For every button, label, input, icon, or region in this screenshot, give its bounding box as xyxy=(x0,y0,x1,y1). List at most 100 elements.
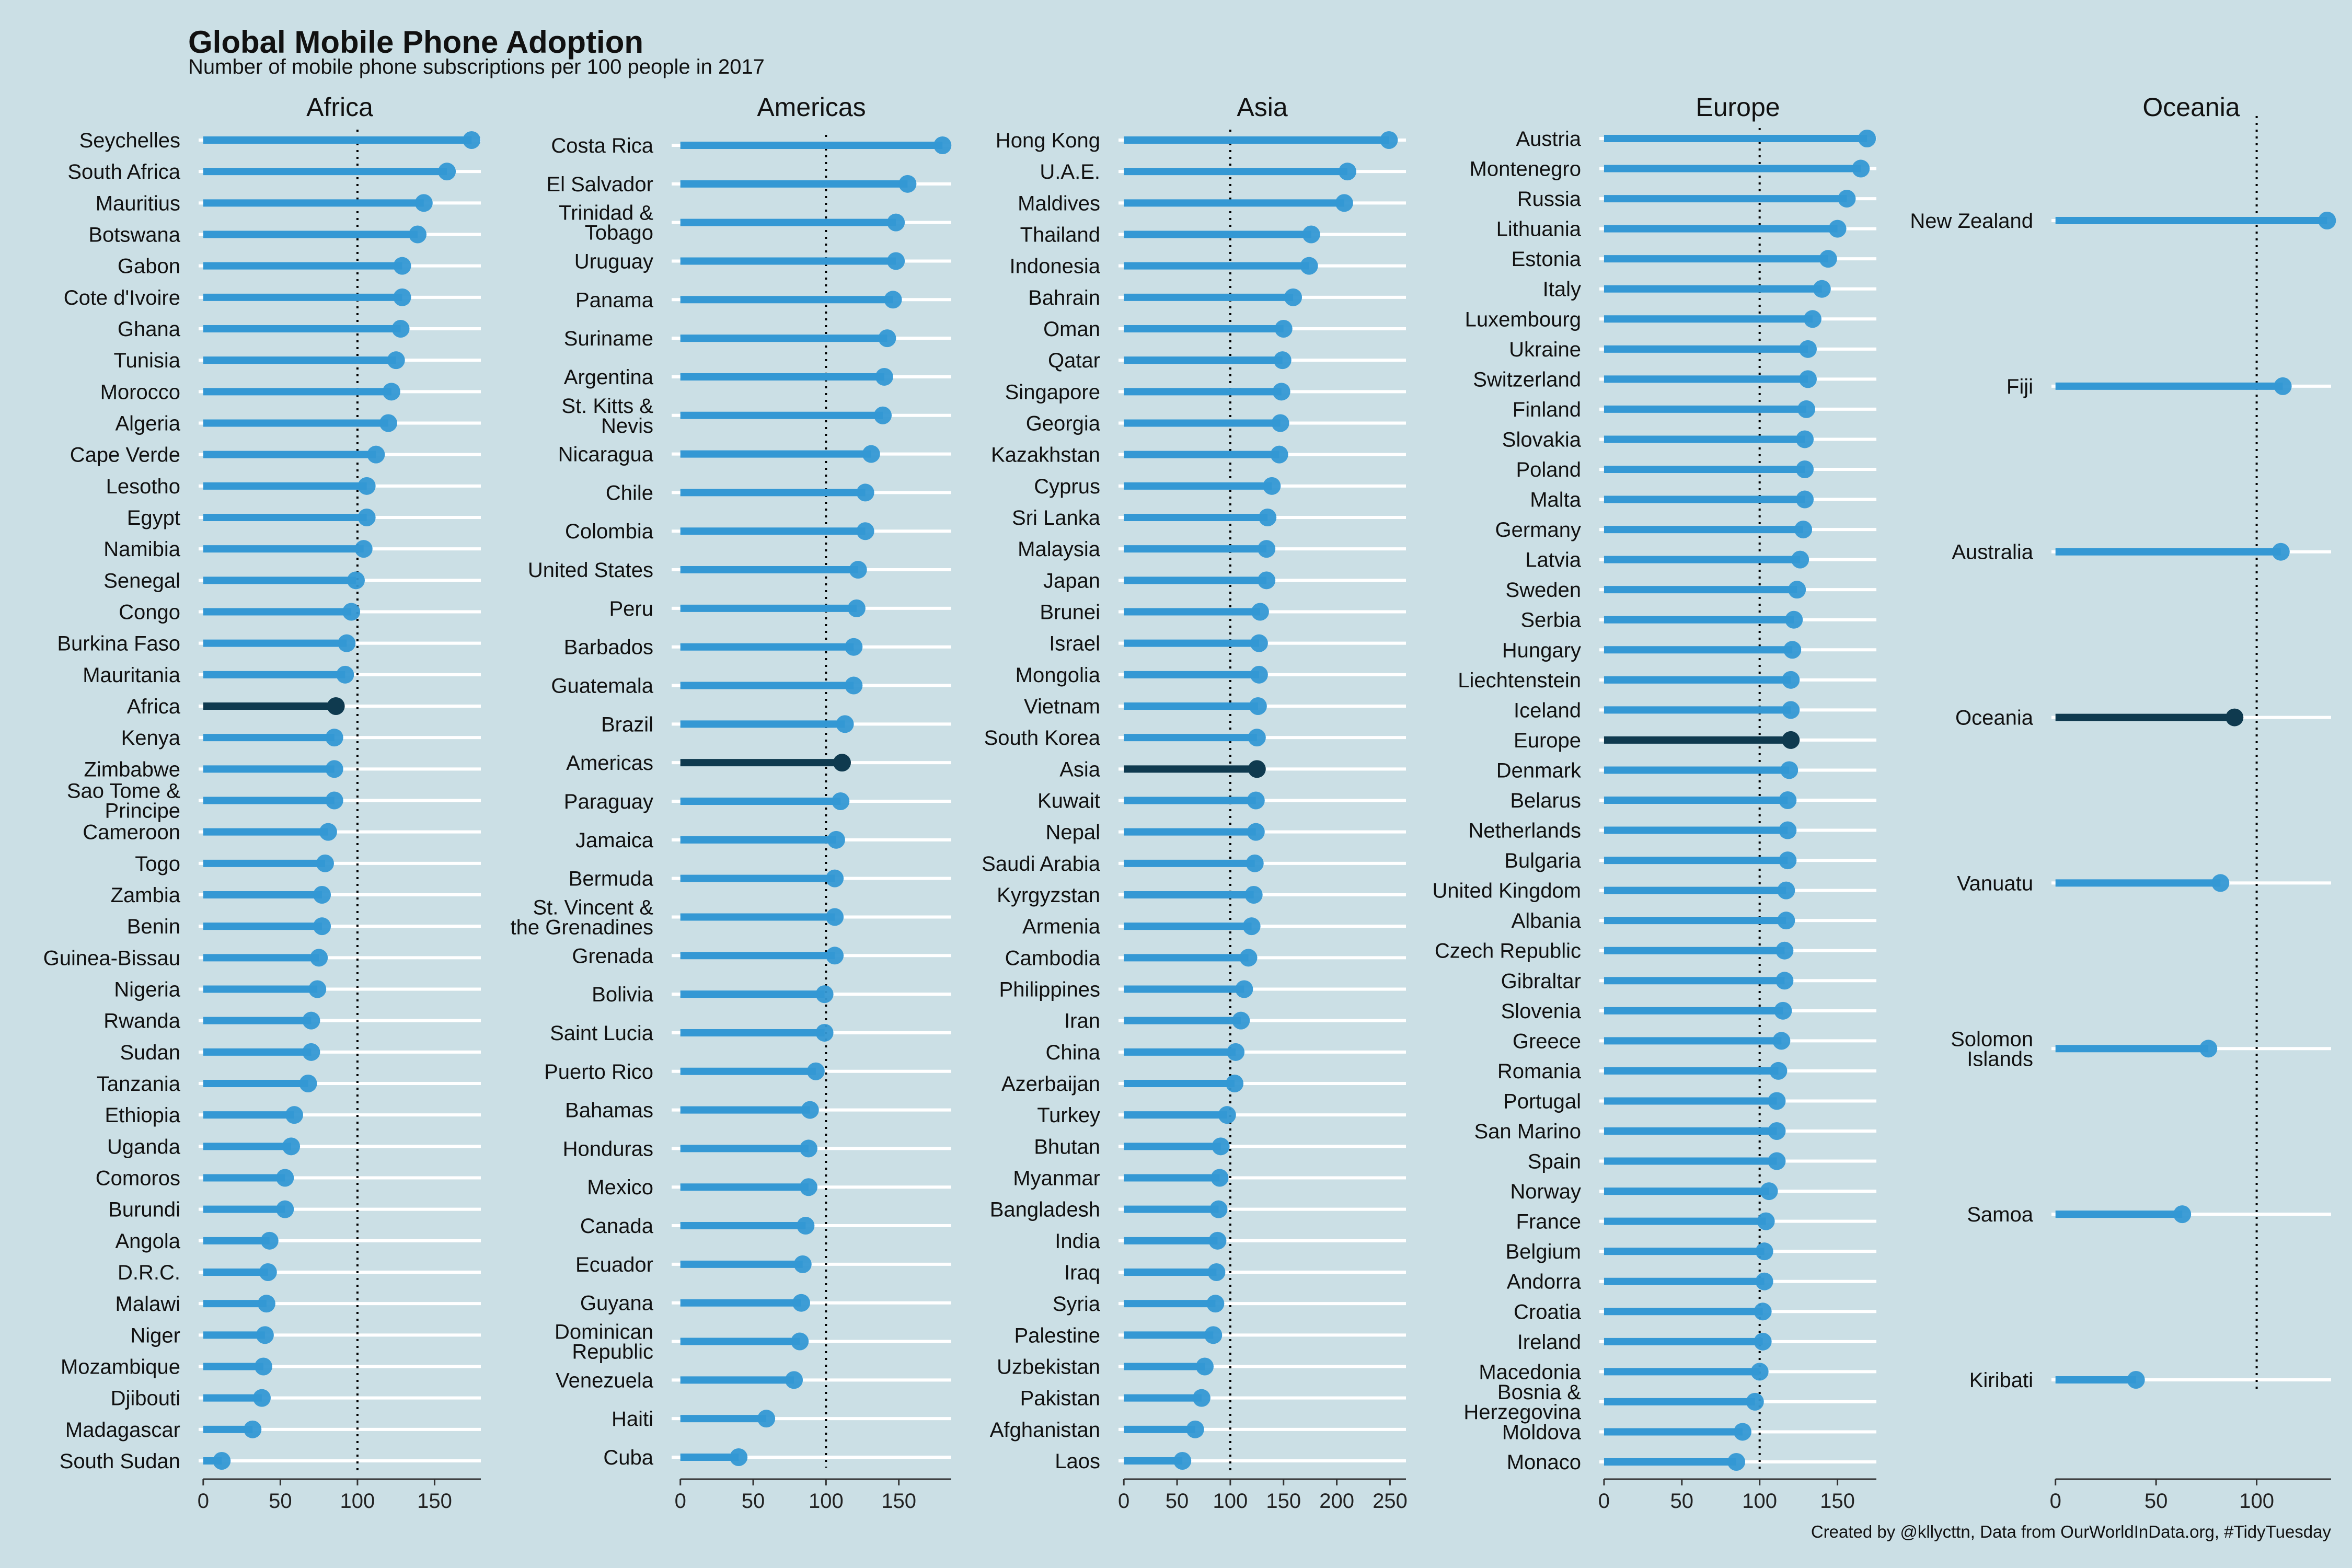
country-point xyxy=(310,949,328,967)
x-tick-label: 150 xyxy=(417,1490,452,1513)
category-label: Comoros xyxy=(96,1167,180,1190)
category-label: Niger xyxy=(130,1324,180,1347)
country-point xyxy=(2173,1205,2192,1224)
x-tick-label: 0 xyxy=(1118,1490,1129,1513)
category-label: Germany xyxy=(1495,518,1582,541)
category-label: Bosnia & Herzegovina xyxy=(1463,1381,1581,1424)
country-point xyxy=(1207,1263,1226,1281)
panel-africa: Africa Seychelles South Africa Mauritius Bot… xyxy=(43,93,481,1513)
country-point xyxy=(1769,1062,1788,1080)
country-point xyxy=(367,445,385,464)
category-label: Tanzania xyxy=(97,1073,181,1096)
country-point xyxy=(1774,1001,1792,1020)
category-label: Ecuador xyxy=(575,1253,653,1276)
category-label: Malawi xyxy=(116,1293,180,1316)
x-tick-label: 50 xyxy=(1166,1490,1189,1513)
country-point xyxy=(1746,1392,1764,1411)
category-label: Laos xyxy=(1055,1450,1100,1473)
category-label: Kyrgyzstan xyxy=(997,884,1100,907)
country-point xyxy=(354,540,373,558)
category-label: Sweden xyxy=(1505,579,1581,602)
category-label: Seychelles xyxy=(79,129,180,152)
country-point xyxy=(358,509,376,526)
category-label: Cambodia xyxy=(1005,947,1101,970)
category-label: Bahrain xyxy=(1028,286,1100,309)
country-point xyxy=(1247,823,1265,841)
category-label: St. Kitts & Nevis xyxy=(561,395,653,437)
x-tick-label: 0 xyxy=(1598,1490,1610,1513)
country-point xyxy=(1782,701,1800,719)
category-label: Turkey xyxy=(1037,1104,1100,1127)
x-tick-label: 100 xyxy=(809,1490,844,1513)
country-point xyxy=(898,175,917,193)
country-point xyxy=(1750,1363,1769,1381)
x-tick-label: 150 xyxy=(1266,1490,1301,1513)
country-point xyxy=(414,194,433,212)
country-point xyxy=(1226,1075,1244,1092)
country-point xyxy=(1797,400,1816,418)
category-label: Maldives xyxy=(1018,192,1100,215)
country-point xyxy=(878,329,896,348)
x-tick-label: 100 xyxy=(1213,1490,1248,1513)
category-label: Burundi xyxy=(108,1198,180,1221)
category-label: Lesotho xyxy=(106,475,180,498)
country-point xyxy=(1755,1242,1773,1261)
country-point xyxy=(1803,310,1821,328)
country-point xyxy=(1196,1357,1214,1376)
category-label: Portugal xyxy=(1503,1090,1581,1113)
panel-title: Africa xyxy=(306,93,373,122)
category-label: Finland xyxy=(1513,398,1581,421)
country-point xyxy=(1760,1182,1778,1201)
country-point xyxy=(849,561,867,579)
category-label: Bermuda xyxy=(569,868,654,891)
country-point xyxy=(933,136,952,154)
country-point xyxy=(1779,851,1797,870)
country-point xyxy=(1258,540,1276,558)
category-label: Samoa xyxy=(1967,1203,2033,1226)
category-label: Colombia xyxy=(565,520,654,543)
category-label: Paraguay xyxy=(564,790,653,813)
category-label: Greece xyxy=(1513,1030,1581,1053)
category-label: Latvia xyxy=(1525,549,1581,572)
country-point xyxy=(1239,949,1258,967)
category-label: Canada xyxy=(580,1215,654,1238)
category-label: Australia xyxy=(1952,541,2033,564)
category-label: Spain xyxy=(1528,1150,1581,1173)
panel-asia: Asia Hong Kong U.A.E. Maldives Thailand Indon… xyxy=(982,93,1408,1513)
country-point xyxy=(1727,1453,1746,1471)
category-label: Albania xyxy=(1512,909,1582,932)
category-label: U.A.E. xyxy=(1040,160,1100,183)
country-point xyxy=(1338,163,1356,181)
country-point xyxy=(254,1357,272,1376)
panel-americas: Americas Costa Rica El Salvador Trinidad & T… xyxy=(510,93,952,1513)
country-point xyxy=(2211,874,2230,892)
country-point xyxy=(799,1178,817,1196)
category-label: Malaysia xyxy=(1018,538,1101,561)
country-point xyxy=(391,320,410,338)
category-label: Ghana xyxy=(118,318,181,341)
country-point xyxy=(845,676,863,695)
category-label: Hungary xyxy=(1502,639,1581,662)
category-label: Saudi Arabia xyxy=(982,852,1101,875)
country-point xyxy=(845,638,863,656)
category-label: Kenya xyxy=(121,727,181,750)
x-tick-label: 100 xyxy=(2239,1490,2274,1513)
country-point xyxy=(1192,1389,1210,1407)
country-point xyxy=(1251,603,1269,621)
category-label: Croatia xyxy=(1514,1300,1582,1323)
country-point xyxy=(382,383,400,401)
category-label: Cote d'Ivoire xyxy=(64,286,180,309)
category-label: Slovenia xyxy=(1501,1000,1582,1023)
category-label: Cuba xyxy=(603,1446,653,1469)
country-point xyxy=(1775,972,1794,990)
country-point xyxy=(282,1137,301,1156)
country-point xyxy=(302,1043,320,1061)
category-label: Africa xyxy=(127,695,181,718)
category-label: Ireland xyxy=(1517,1331,1581,1354)
category-label: Philippines xyxy=(999,978,1100,1001)
category-label: St. Vincent & the Grenadines xyxy=(510,896,653,939)
country-point xyxy=(1819,250,1837,268)
country-point xyxy=(1300,257,1318,275)
country-point xyxy=(1779,821,1797,839)
